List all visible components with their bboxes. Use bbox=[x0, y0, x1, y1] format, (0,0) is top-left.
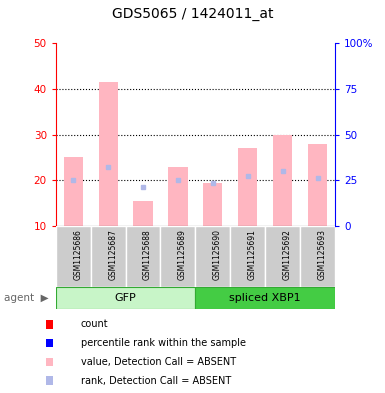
Text: GSM1125686: GSM1125686 bbox=[73, 229, 82, 280]
Bar bbox=[265, 226, 300, 287]
Text: GSM1125689: GSM1125689 bbox=[178, 229, 187, 280]
Bar bbox=[64, 158, 83, 226]
Bar bbox=[300, 226, 335, 287]
Text: count: count bbox=[81, 319, 109, 329]
Bar bbox=[56, 287, 195, 309]
Text: rank, Detection Call = ABSENT: rank, Detection Call = ABSENT bbox=[81, 376, 231, 386]
Bar bbox=[99, 82, 118, 226]
Bar bbox=[238, 148, 257, 226]
Bar bbox=[56, 226, 91, 287]
Bar bbox=[91, 226, 126, 287]
Bar bbox=[308, 144, 327, 226]
Bar bbox=[126, 226, 161, 287]
Text: GSM1125691: GSM1125691 bbox=[248, 229, 257, 280]
Text: GDS5065 / 1424011_at: GDS5065 / 1424011_at bbox=[112, 7, 273, 21]
Text: agent  ▶: agent ▶ bbox=[4, 293, 49, 303]
Bar bbox=[134, 201, 152, 226]
Text: GSM1125693: GSM1125693 bbox=[318, 229, 326, 280]
Text: GFP: GFP bbox=[115, 293, 136, 303]
Bar bbox=[203, 183, 223, 226]
Bar bbox=[230, 226, 265, 287]
Bar bbox=[195, 287, 335, 309]
Bar bbox=[273, 134, 292, 226]
Text: GSM1125687: GSM1125687 bbox=[108, 229, 117, 280]
Bar bbox=[161, 226, 195, 287]
Text: GSM1125688: GSM1125688 bbox=[143, 229, 152, 280]
Bar bbox=[195, 226, 230, 287]
Text: GSM1125690: GSM1125690 bbox=[213, 229, 222, 280]
Text: spliced XBP1: spliced XBP1 bbox=[229, 293, 301, 303]
Text: value, Detection Call = ABSENT: value, Detection Call = ABSENT bbox=[81, 357, 236, 367]
Text: GSM1125692: GSM1125692 bbox=[283, 229, 291, 280]
Text: percentile rank within the sample: percentile rank within the sample bbox=[81, 338, 246, 348]
Bar bbox=[168, 167, 187, 226]
